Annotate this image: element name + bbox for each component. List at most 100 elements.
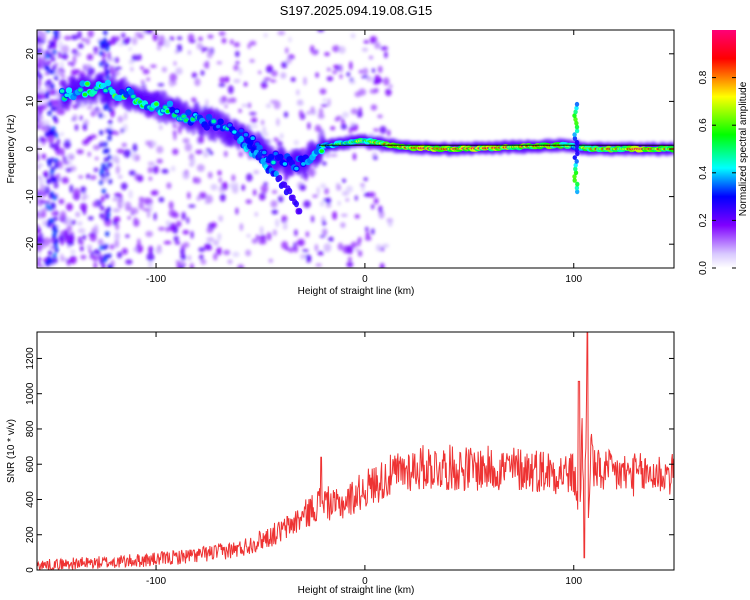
noise-blob — [169, 222, 175, 232]
noise-blob — [148, 261, 153, 268]
noise-blob — [76, 149, 84, 155]
noise-streak — [44, 53, 49, 59]
noise-blob — [232, 251, 240, 258]
noise-blob — [333, 64, 338, 69]
noise-blob — [190, 230, 194, 239]
noise-blob — [37, 235, 41, 244]
noise-blob — [334, 117, 340, 122]
noise-streak — [103, 141, 108, 147]
noise-blob — [377, 114, 383, 119]
noise-blob — [206, 236, 215, 243]
noise-blob — [230, 39, 234, 45]
spike-blob — [574, 120, 579, 126]
noise-blob — [40, 263, 45, 268]
noise-blob — [85, 173, 91, 179]
noise-blob — [180, 254, 187, 261]
noise-blob — [235, 182, 239, 191]
noise-blob — [319, 88, 327, 95]
noise-blob — [188, 40, 197, 43]
noise-streak — [52, 177, 57, 183]
noise-blob — [169, 73, 178, 82]
noise-blob — [37, 47, 42, 55]
noise-blob — [287, 247, 295, 253]
noise-blob — [281, 61, 288, 69]
noise-blob — [39, 184, 46, 191]
noise-blob — [65, 167, 73, 173]
noise-blob — [128, 59, 135, 65]
noise-blob — [358, 107, 362, 113]
noise-blob — [203, 151, 209, 158]
noise-blob — [258, 192, 266, 201]
noise-blob — [241, 184, 246, 191]
noise-blob — [82, 234, 87, 241]
noise-blob — [370, 36, 374, 45]
noise-streak — [101, 188, 107, 194]
noise-blob — [37, 142, 40, 146]
noise-blob — [340, 222, 346, 229]
noise-blob — [271, 209, 279, 215]
ridge-core — [78, 88, 83, 92]
noise-blob — [176, 44, 183, 53]
noise-blob — [200, 259, 207, 265]
noise-streak — [99, 130, 104, 136]
noise-blob — [37, 115, 44, 121]
ridge-blob — [79, 80, 86, 87]
noise-blob — [368, 132, 375, 137]
noise-streak — [44, 65, 49, 71]
noise-blob — [37, 78, 42, 88]
noise-blob — [69, 184, 74, 193]
noise-blob — [239, 223, 244, 231]
noise-blob — [198, 36, 203, 42]
noise-blob — [363, 40, 370, 44]
noise-blob — [238, 265, 242, 268]
noise-blob — [95, 106, 99, 111]
noise-blob — [324, 187, 329, 195]
snr-x-axis-label: Height of straight line (km) — [298, 585, 415, 596]
noise-streak — [44, 94, 50, 100]
noise-blob — [361, 47, 369, 52]
ridge-core — [301, 162, 306, 166]
noise-blob — [312, 194, 318, 198]
noise-blob — [54, 70, 63, 76]
noise-blob — [42, 219, 47, 227]
noise-blob — [260, 81, 268, 89]
noise-blob — [146, 252, 155, 262]
noise-streak — [50, 106, 55, 112]
noise-blob — [163, 39, 171, 48]
colorbar-tick-label: 0.4 — [698, 165, 709, 179]
noise-blob — [181, 211, 186, 221]
noise-blob — [46, 84, 50, 93]
noise-blob — [119, 201, 125, 206]
y-tick-label: 400 — [25, 491, 36, 508]
noise-blob — [165, 220, 171, 227]
noise-blob — [117, 43, 124, 47]
noise-blob — [294, 229, 298, 237]
noise-blob — [37, 36, 40, 44]
noise-blob — [189, 263, 194, 268]
branch-blob — [297, 208, 303, 215]
y-tick-label: 1200 — [25, 347, 36, 370]
noise-blob — [363, 177, 369, 182]
noise-blob — [37, 199, 42, 206]
noise-blob — [314, 244, 319, 252]
noise-streak — [47, 205, 53, 211]
spike-blob — [574, 159, 579, 164]
spectrogram-y-axis-label: Frequency (Hz) — [6, 115, 17, 184]
noise-streak — [51, 56, 56, 62]
noise-streak — [54, 158, 59, 164]
noise-blob — [66, 203, 73, 211]
noise-blob — [371, 228, 375, 235]
noise-blob — [371, 68, 376, 73]
noise-blob — [89, 233, 97, 242]
noise-blob — [80, 240, 84, 246]
noise-blob — [142, 208, 151, 212]
noise-blob — [194, 177, 201, 184]
noise-blob — [37, 177, 45, 186]
spike-blob — [573, 162, 578, 168]
branch-blob — [238, 135, 244, 143]
noise-blob — [316, 186, 320, 196]
noise-blob — [251, 124, 259, 129]
noise-blob — [84, 64, 90, 70]
noise-blob — [332, 45, 341, 53]
